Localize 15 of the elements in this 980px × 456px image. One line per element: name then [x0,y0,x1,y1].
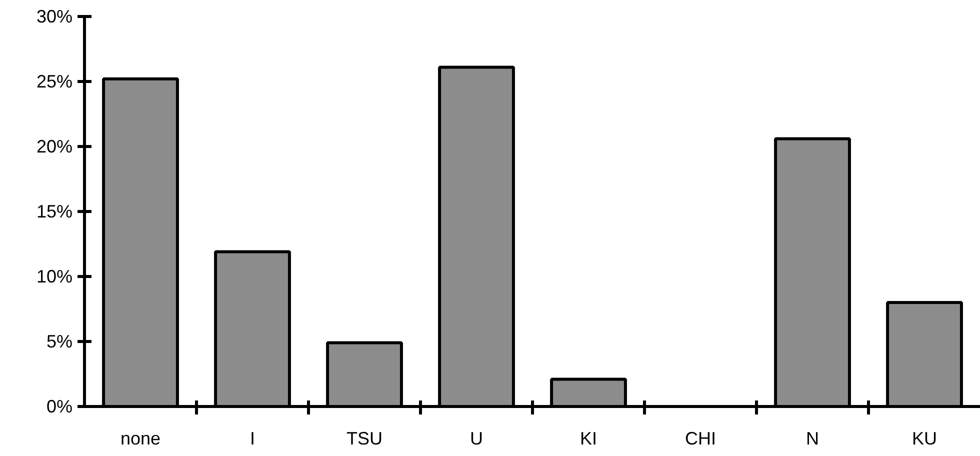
x-tick-label: U [470,428,483,448]
y-tick-label: 30% [36,6,73,26]
x-tick-label: TSU [346,428,382,448]
y-tick-label: 15% [36,202,73,222]
x-tick-label: I [250,428,256,448]
x-tick-label: N [806,428,819,448]
y-tick-label: 5% [46,332,72,352]
x-tick-label: CHI [685,428,716,448]
y-tick-label: 25% [36,72,73,92]
x-tick-label: KU [912,428,938,448]
x-tick-label: KI [580,428,598,448]
y-tick-label: 0% [46,396,72,416]
y-tick-label: 20% [36,136,73,156]
x-tick-label: none [120,428,161,448]
y-tick-label: 10% [36,266,73,286]
